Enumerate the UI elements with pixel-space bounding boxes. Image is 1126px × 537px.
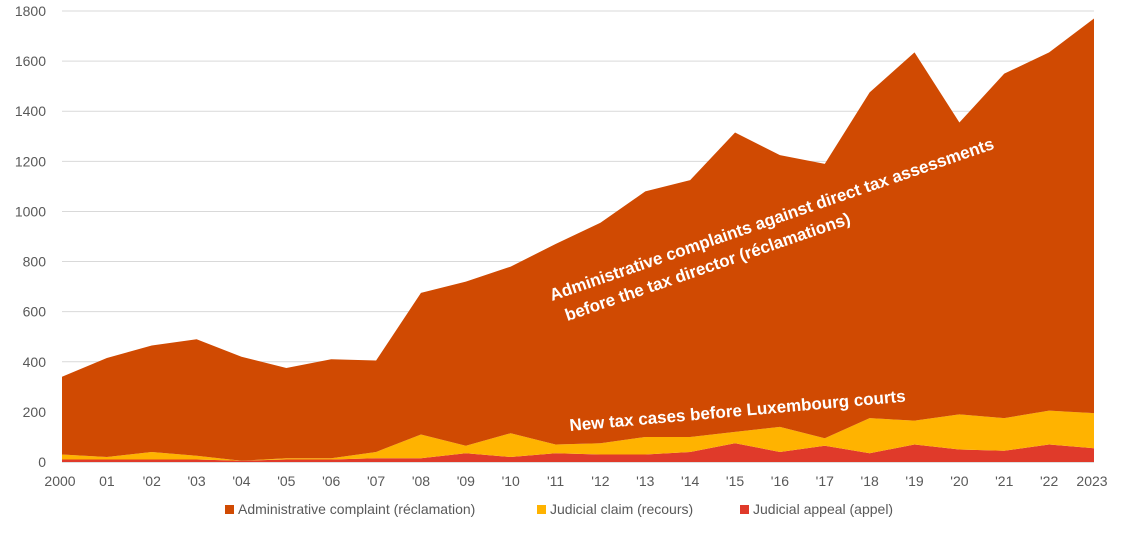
- x-tick-label: '15: [726, 473, 744, 489]
- y-tick-label: 1800: [15, 3, 46, 19]
- x-tick-label: '03: [187, 473, 205, 489]
- y-axis-ticks: 0 200 400 600 800 1000 1200 1400 1600 1800: [15, 3, 46, 470]
- y-tick-label: 1200: [15, 153, 46, 169]
- y-tick-label: 1000: [15, 203, 46, 219]
- x-tick-label: '02: [143, 473, 161, 489]
- x-tick-label: '20: [950, 473, 968, 489]
- x-tick-label: '11: [547, 473, 564, 489]
- x-tick-label: 2023: [1076, 473, 1107, 489]
- x-tick-label: '05: [277, 473, 295, 489]
- legend-label-administrative-complaint: Administrative complaint (réclamation): [238, 501, 475, 517]
- legend-swatch-administrative-complaint: [225, 505, 234, 514]
- x-tick-label: '09: [457, 473, 475, 489]
- area-series: [62, 18, 1094, 462]
- x-tick-label: '16: [771, 473, 789, 489]
- y-tick-label: 200: [23, 404, 47, 420]
- legend-swatch-judicial-appeal: [740, 505, 749, 514]
- y-tick-label: 0: [38, 454, 46, 470]
- y-tick-label: 400: [23, 354, 47, 370]
- legend-label-judicial-appeal: Judicial appeal (appel): [753, 501, 893, 517]
- x-tick-label: '08: [412, 473, 430, 489]
- x-tick-label: '10: [502, 473, 520, 489]
- x-tick-label: '22: [1040, 473, 1058, 489]
- x-tick-label: '21: [995, 473, 1013, 489]
- area-judicial-claim: [62, 410, 1094, 461]
- x-tick-label: '13: [636, 473, 654, 489]
- y-tick-label: 1400: [15, 103, 46, 119]
- area-judicial-appeal: [62, 443, 1094, 462]
- x-tick-label: '18: [861, 473, 879, 489]
- y-tick-label: 1600: [15, 53, 46, 69]
- x-tick-label: '14: [681, 473, 699, 489]
- y-tick-label: 600: [23, 304, 47, 320]
- x-tick-label: '17: [816, 473, 834, 489]
- y-tick-label: 800: [23, 254, 47, 270]
- legend-item-administrative-complaint: Administrative complaint (réclamation): [225, 501, 475, 517]
- x-tick-label: 01: [99, 473, 115, 489]
- x-tick-label: '07: [367, 473, 385, 489]
- legend-item-judicial-appeal: Judicial appeal (appel): [740, 501, 893, 517]
- legend-label-judicial-claim: Judicial claim (recours): [550, 501, 693, 517]
- legend: Administrative complaint (réclamation) J…: [225, 501, 893, 517]
- area-administrative-complaint: [62, 18, 1094, 461]
- x-tick-label: '06: [322, 473, 340, 489]
- x-tick-label: '04: [232, 473, 250, 489]
- x-tick-label: '19: [905, 473, 923, 489]
- x-tick-label: 2000: [44, 473, 75, 489]
- legend-item-judicial-claim: Judicial claim (recours): [537, 501, 693, 517]
- x-axis-ticks: 2000 01 '02 '03 '04 '05 '06 '07 '08 '09 '10 '11 '12 '…: [44, 473, 1107, 489]
- legend-swatch-judicial-claim: [537, 505, 546, 514]
- x-tick-label: '12: [591, 473, 609, 489]
